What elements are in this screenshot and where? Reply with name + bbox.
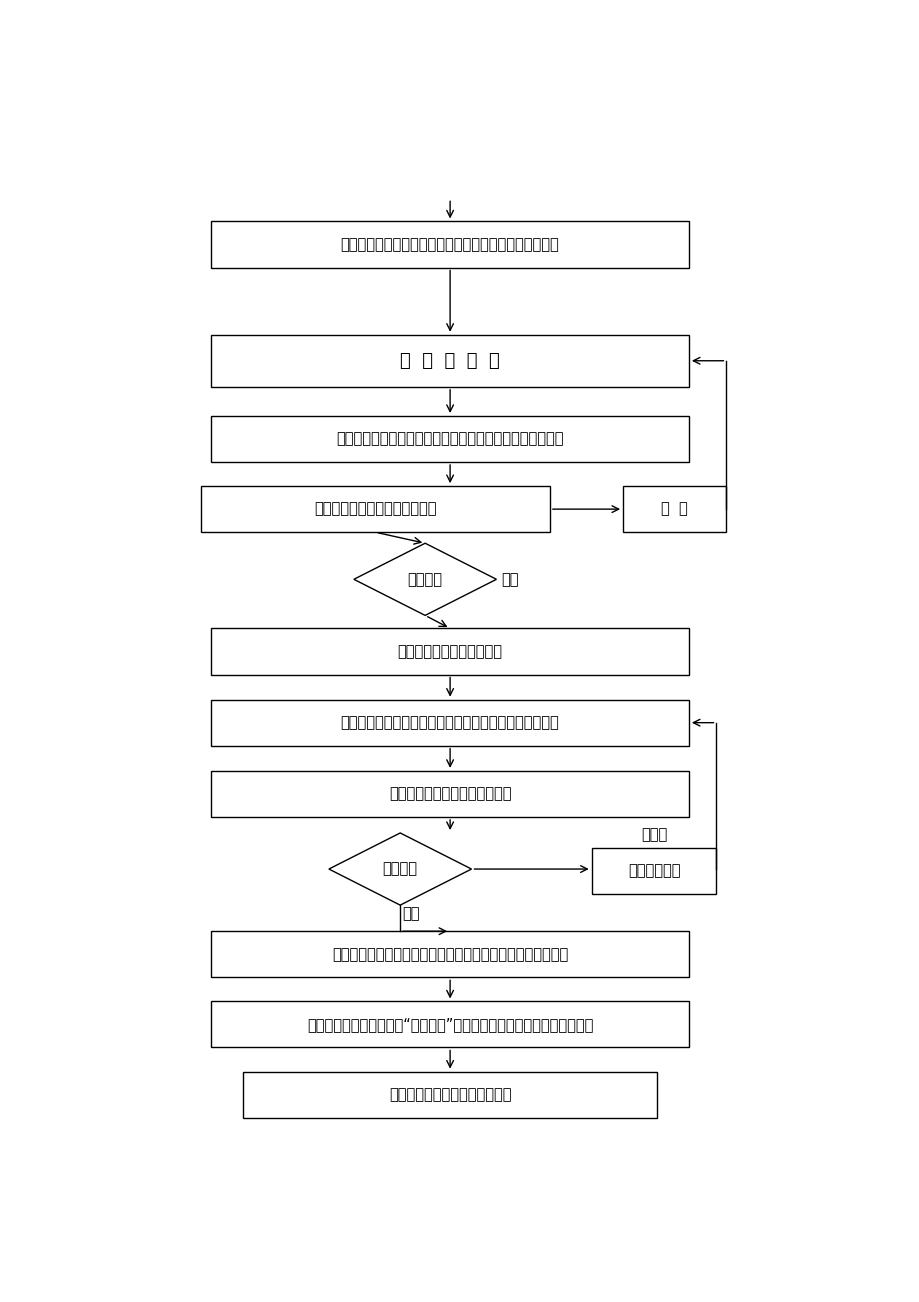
- Text: 合格: 合格: [402, 906, 419, 921]
- Text: 返  工: 返 工: [661, 501, 687, 517]
- Text: 专业监理工程师抽检与室内试验: 专业监理工程师抽检与室内试验: [313, 501, 436, 517]
- Text: 专业监理工程师、监理组长签认并进行分项工程质量等级评定: 专业监理工程师、监理组长签认并进行分项工程质量等级评定: [332, 947, 568, 962]
- Text: 缺陷修补返工: 缺陷修补返工: [627, 863, 679, 879]
- Bar: [622, 486, 726, 533]
- Text: 不合格: 不合格: [641, 827, 666, 842]
- Text: 施工完成后承包人填写《分项工程质量检验评定表》报检: 施工完成后承包人填写《分项工程质量检验评定表》报检: [340, 715, 559, 730]
- Bar: [591, 848, 716, 894]
- Polygon shape: [329, 833, 471, 905]
- Text: 检查结果: 检查结果: [407, 572, 442, 587]
- Bar: [211, 335, 688, 387]
- Bar: [211, 699, 688, 746]
- Bar: [211, 221, 688, 267]
- Bar: [200, 486, 550, 533]
- Bar: [211, 1001, 688, 1048]
- Text: 合格: 合格: [501, 572, 518, 587]
- Text: 承包人对每一道施工工序自检合格，填写《中间交工证书》: 承包人对每一道施工工序自检合格，填写《中间交工证书》: [336, 431, 563, 447]
- Text: 承包人进入下一道工序施工: 承包人进入下一道工序施工: [397, 644, 502, 659]
- Bar: [211, 415, 688, 462]
- Text: 监理工程师现场抽检与室内试验: 监理工程师现场抽检与室内试验: [389, 786, 511, 801]
- Bar: [211, 771, 688, 816]
- Text: 专业监理工程师审查开工报告，监理组长审核签发开工令: 专业监理工程师审查开工报告，监理组长审核签发开工令: [340, 237, 559, 253]
- Bar: [243, 1072, 656, 1117]
- Text: 承包人全部项目完成申请“交工验收”，业主、监理、承包人编制竣工文件: 承包人全部项目完成申请“交工验收”，业主、监理、承包人编制竣工文件: [307, 1017, 593, 1032]
- Bar: [211, 931, 688, 978]
- Polygon shape: [354, 543, 496, 616]
- Bar: [211, 629, 688, 674]
- Text: 承  包  人  开  工: 承 包 人 开 工: [400, 352, 499, 370]
- Text: 上级主管部门主持工程竣工验收: 上级主管部门主持工程竣工验收: [389, 1087, 511, 1101]
- Text: 检查结果: 检查结果: [382, 862, 417, 876]
